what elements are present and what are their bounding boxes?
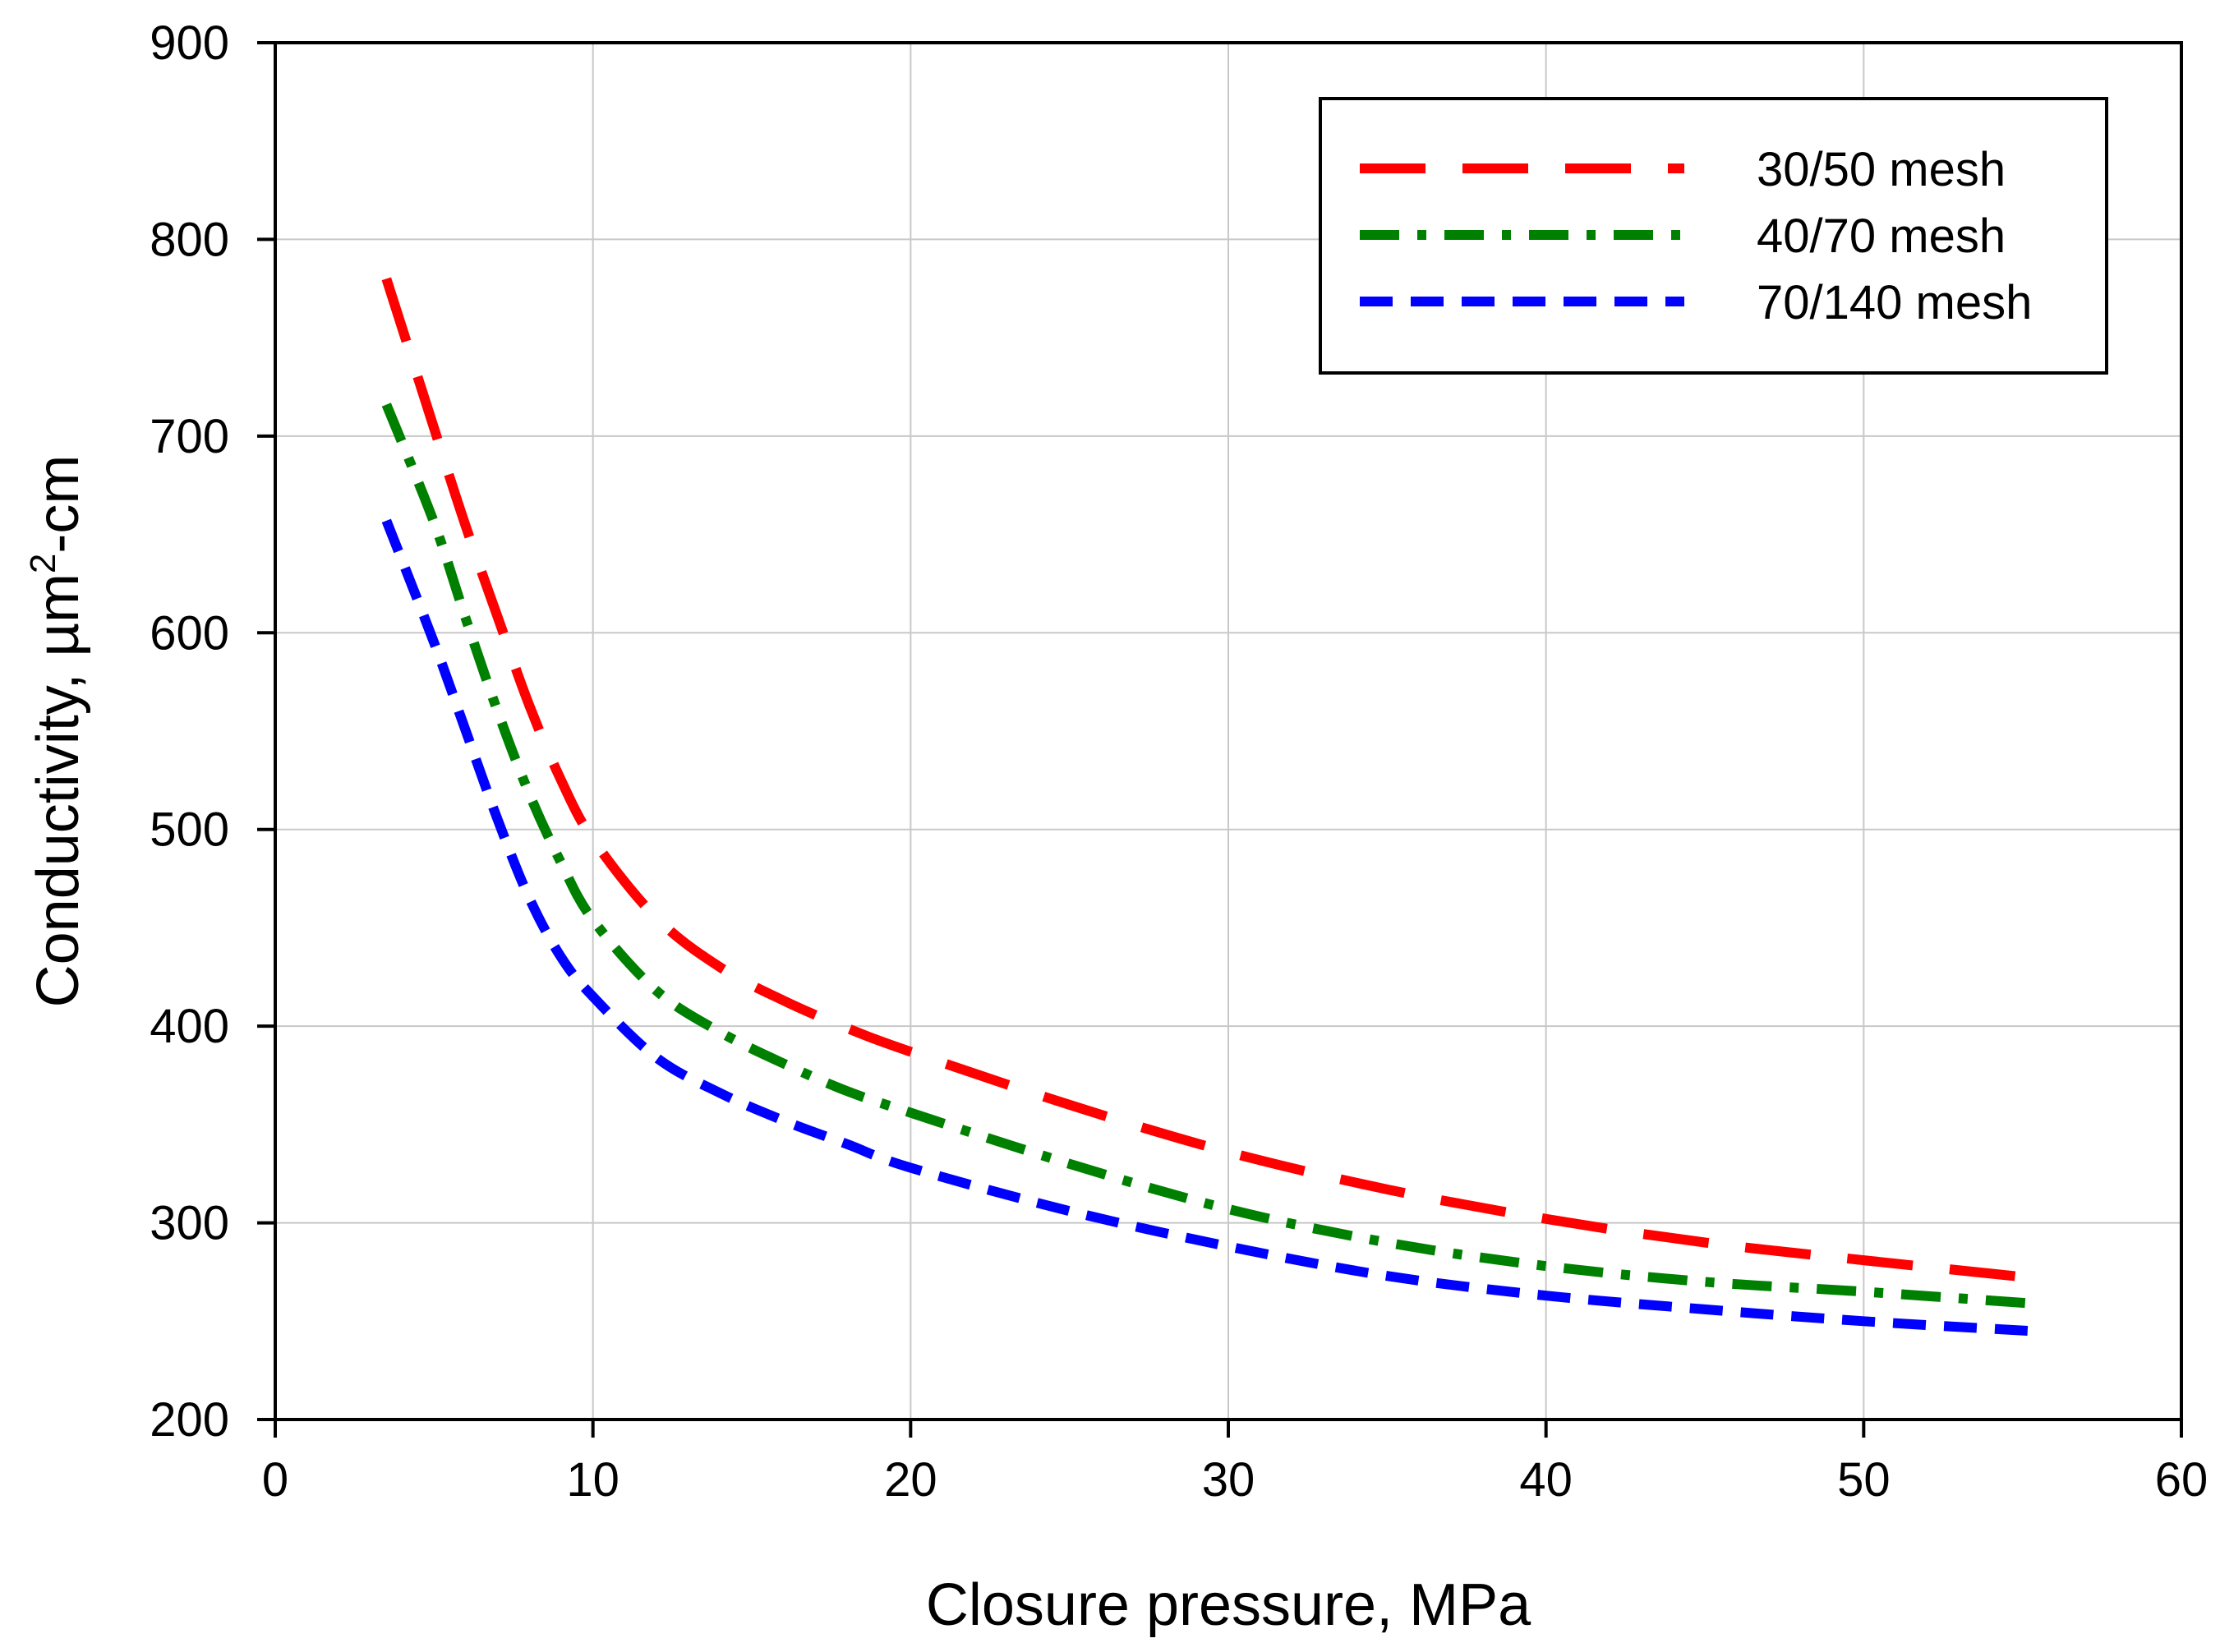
y-tick-label: 800	[150, 213, 229, 266]
y-tick-label: 700	[150, 410, 229, 463]
series-lines	[381, 277, 2033, 1337]
x-tick-label: 50	[1837, 1453, 1891, 1507]
y-axis-label: Conductivity, µm2-cm	[23, 455, 91, 1008]
y-axis-label-base: Conductivity, µm	[25, 573, 91, 1007]
legend-label-0: 30/50 mesh	[1757, 143, 2006, 196]
x-tick-label: 10	[566, 1453, 619, 1507]
x-tick-label: 20	[884, 1453, 937, 1507]
y-axis-label-superscript: 2	[23, 554, 63, 573]
legend: 30/50 mesh 40/70 mesh 70/140 mesh	[1319, 97, 2108, 375]
legend-label-2: 70/140 mesh	[1757, 276, 2032, 329]
y-tick-label: 300	[150, 1197, 229, 1250]
grid	[275, 43, 2181, 1420]
y-tick-label: 900	[150, 16, 229, 70]
series-line-0	[381, 277, 2033, 1283]
series-line-2	[381, 518, 2033, 1337]
x-tick-label: 40	[1519, 1453, 1573, 1507]
series-line-1	[381, 403, 2033, 1309]
x-tick-label: 0	[262, 1453, 288, 1507]
y-tick-label: 200	[150, 1393, 229, 1447]
x-axis-label: Closure pressure, MPa	[926, 1572, 1531, 1638]
x-tick-label: 60	[2155, 1453, 2208, 1507]
x-tick-label: 30	[1202, 1453, 1255, 1507]
y-tick-label: 500	[150, 803, 229, 857]
legend-label-1: 40/70 mesh	[1757, 209, 2006, 263]
y-tick-label: 400	[150, 1000, 229, 1053]
y-tick-label: 600	[150, 606, 229, 660]
y-axis-label-suffix: -cm	[25, 455, 91, 554]
axis-ticks: 0 10 20 30 40 50 60 200 300 400 500 600 700 800 900	[150, 16, 2208, 1507]
